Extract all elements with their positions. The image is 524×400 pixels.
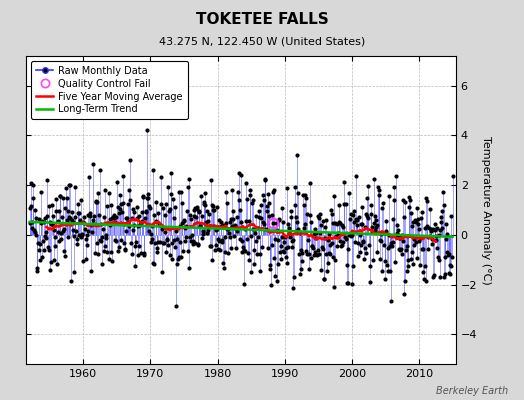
Legend: Raw Monthly Data, Quality Control Fail, Five Year Moving Average, Long-Term Tren: Raw Monthly Data, Quality Control Fail, … bbox=[31, 61, 188, 119]
Text: Berkeley Earth: Berkeley Earth bbox=[436, 386, 508, 396]
Text: TOKETEE FALLS: TOKETEE FALLS bbox=[195, 12, 329, 27]
Y-axis label: Temperature Anomaly (°C): Temperature Anomaly (°C) bbox=[481, 136, 491, 284]
Text: 43.275 N, 122.450 W (United States): 43.275 N, 122.450 W (United States) bbox=[159, 36, 365, 46]
